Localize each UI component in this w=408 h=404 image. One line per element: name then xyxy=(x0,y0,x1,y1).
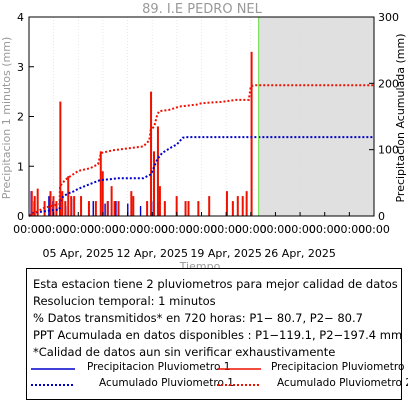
bar-p2-20 xyxy=(113,201,116,216)
bar-p2-28 xyxy=(158,186,161,216)
x-axis-label: Tiempo xyxy=(179,260,221,268)
y-tick-right-1: 100 xyxy=(378,144,399,157)
bar-p2-0 xyxy=(30,191,33,216)
y-tick-left-4: 4 xyxy=(17,11,24,24)
y-tick-right-0: 0 xyxy=(378,210,385,223)
bar-p2-12 xyxy=(73,196,76,216)
info-line-4: PPT Acumulada en datos disponibles : P1−… xyxy=(33,328,403,342)
x-tick-time-14: 00:00 xyxy=(358,223,390,236)
x-tick-time-9: 00:00 xyxy=(235,223,267,236)
bar-p2-26 xyxy=(153,151,155,216)
legend-key-p1-rain xyxy=(31,368,75,370)
y-tick-right-3: 300 xyxy=(378,11,399,24)
x-tick-time-11: 00:00 xyxy=(284,223,316,236)
y-axis-left-label: Precipitacion 1 minutos (mm) xyxy=(0,37,13,199)
x-date-label-0: 05 Apr, 2025 xyxy=(43,247,115,260)
bar-p2-14 xyxy=(87,201,90,216)
bar-p1-2 xyxy=(48,196,50,216)
y-tick-right-2: 200 xyxy=(378,77,399,90)
x-tick-time-13: 00:00 xyxy=(334,223,366,236)
x-tick-time-1: 00:00 xyxy=(38,223,70,236)
bar-p2-19 xyxy=(110,186,113,216)
chart-title: 89. I.E PEDRO NEL xyxy=(142,2,263,17)
bar-p2-2 xyxy=(36,188,39,216)
future-shade xyxy=(258,17,374,216)
bar-p2-29 xyxy=(163,201,166,216)
legend-key-p1-acc xyxy=(31,384,75,386)
bar-p2-37 xyxy=(236,196,239,216)
info-line-5: *Calidad de datos aun sin verificar exha… xyxy=(33,345,336,359)
bar-p2-7 xyxy=(59,101,62,216)
bar-p2-40 xyxy=(250,51,253,217)
bar-p1-10 xyxy=(115,201,117,216)
bar-p1-7 xyxy=(92,201,94,216)
bar-p2-31 xyxy=(184,201,187,216)
legend-label-p1-rain: Precipitacion Pluviometro 1 xyxy=(87,361,231,373)
x-date-label-2: 19 Apr, 2025 xyxy=(190,247,262,260)
bar-p2-21 xyxy=(117,201,120,216)
bar-p2-22 xyxy=(130,191,133,216)
x-tick-time-5: 00:00 xyxy=(136,223,168,236)
info-line-3: % Datos transmitidos* en 720 horas: P1− … xyxy=(33,311,363,325)
x-date-label-3: 26 Apr, 2025 xyxy=(264,247,336,260)
bar-p2-10 xyxy=(67,176,70,216)
legend-key-p2-rain xyxy=(217,368,261,370)
accum-line-p2 xyxy=(28,84,374,217)
bar-p2-5 xyxy=(52,196,55,216)
bar-p2-38 xyxy=(241,196,244,216)
legend-label-p2-acc: Acumulado Pluviometro 2 xyxy=(277,377,408,389)
x-tick-time-8: 00:00 xyxy=(210,223,242,236)
bar-p2-13 xyxy=(80,196,83,216)
y-tick-left-1: 1 xyxy=(17,160,24,173)
bar-p2-6 xyxy=(55,201,58,216)
y-axis-right-label: Precipitacion Acumulada (mm) xyxy=(394,33,407,202)
info-line-1: Esta estacion tiene 2 pluviometros para … xyxy=(33,277,398,291)
bar-p2-32 xyxy=(187,201,190,216)
accum-line-p1 xyxy=(28,136,374,217)
bar-p2-17 xyxy=(101,171,104,216)
rainfall-chart: 89. I.E PEDRO NEL 01234010020030000:0000… xyxy=(0,2,407,268)
x-tick-time-6: 00:00 xyxy=(161,223,193,236)
bar-p2-4 xyxy=(49,191,52,216)
info-legend-box: Esta estacion tiene 2 pluviometros para … xyxy=(26,268,408,400)
x-tick-time-4: 00:00 xyxy=(112,223,144,236)
bar-p2-23 xyxy=(132,196,135,216)
bar-p2-9 xyxy=(64,201,67,216)
x-tick-time-7: 00:00 xyxy=(186,223,218,236)
bar-p2-18 xyxy=(106,201,109,216)
bar-p1-11 xyxy=(127,203,129,216)
bar-p2-16 xyxy=(99,151,102,216)
legend-key-p2-acc xyxy=(217,384,261,386)
x-tick-time-0: 00:00 xyxy=(13,223,45,236)
bar-p2-24 xyxy=(146,201,149,216)
y-tick-left-0: 0 xyxy=(17,210,24,223)
x-tick-time-2: 00:00 xyxy=(62,223,94,236)
bar-p2-30 xyxy=(175,196,178,216)
bar-p2-15 xyxy=(94,201,97,216)
bar-p1-12 xyxy=(139,206,142,216)
bar-p2-39 xyxy=(245,191,248,216)
x-date-label-1: 12 Apr, 2025 xyxy=(116,247,188,260)
bar-p2-35 xyxy=(225,191,228,216)
y-tick-left-3: 3 xyxy=(17,61,24,74)
y-tick-left-2: 2 xyxy=(17,111,24,124)
bar-p2-11 xyxy=(70,196,73,216)
bar-p2-1 xyxy=(33,196,36,216)
bar-p2-33 xyxy=(197,201,200,216)
info-line-2: Resolucion temporal: 1 minutos xyxy=(33,294,216,308)
bar-p2-27 xyxy=(156,126,159,216)
legend-label-p1-acc: Acumulado Pluviometro 1 xyxy=(99,377,234,389)
bar-p2-34 xyxy=(208,196,211,216)
x-tick-time-10: 00:00 xyxy=(260,223,292,236)
bar-p1-8 xyxy=(104,203,106,216)
x-tick-time-12: 00:00 xyxy=(309,223,341,236)
bar-p2-36 xyxy=(231,201,234,216)
bar-p2-8 xyxy=(61,191,64,216)
bar-p2-25 xyxy=(150,91,153,216)
legend-label-p2-rain: Precipitacion Pluviometro 2 xyxy=(271,361,408,373)
x-tick-time-3: 00:00 xyxy=(87,223,119,236)
